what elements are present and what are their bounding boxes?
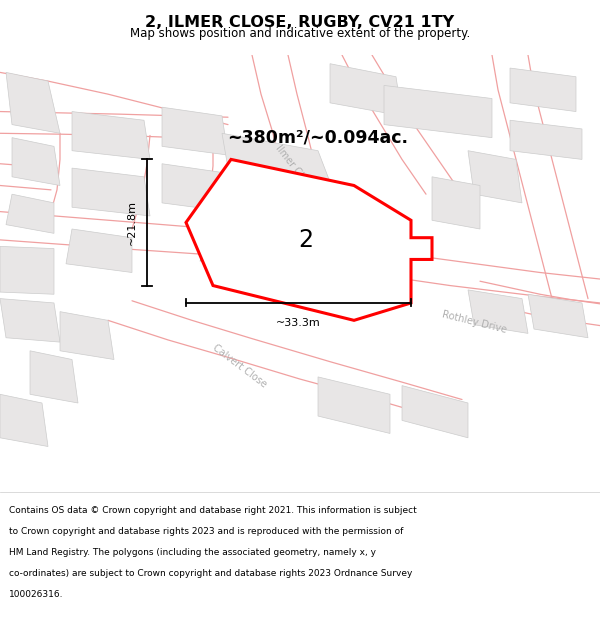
Polygon shape [60, 312, 114, 359]
Polygon shape [6, 194, 54, 233]
Polygon shape [0, 394, 48, 446]
Polygon shape [510, 120, 582, 159]
Polygon shape [0, 299, 60, 342]
Polygon shape [432, 177, 480, 229]
Text: ~380m²/~0.094ac.: ~380m²/~0.094ac. [227, 129, 409, 147]
Text: Calvert Close: Calvert Close [211, 342, 269, 389]
Text: 100026316.: 100026316. [9, 590, 64, 599]
Polygon shape [72, 168, 150, 216]
Polygon shape [186, 159, 432, 321]
Text: to Crown copyright and database rights 2023 and is reproduced with the permissio: to Crown copyright and database rights 2… [9, 527, 403, 536]
Text: Contains OS data © Crown copyright and database right 2021. This information is : Contains OS data © Crown copyright and d… [9, 506, 417, 515]
Polygon shape [510, 68, 576, 111]
Text: Rothley Drive: Rothley Drive [440, 309, 508, 336]
Polygon shape [468, 290, 528, 333]
Text: ~21.8m: ~21.8m [127, 200, 137, 245]
Polygon shape [12, 138, 60, 186]
Polygon shape [318, 377, 390, 434]
Polygon shape [6, 72, 60, 133]
Polygon shape [72, 111, 150, 159]
Text: Ilmer Close: Ilmer Close [273, 144, 315, 192]
Polygon shape [162, 164, 228, 212]
Polygon shape [528, 294, 588, 338]
Text: ~33.3m: ~33.3m [276, 318, 321, 328]
Polygon shape [162, 107, 228, 155]
Polygon shape [222, 133, 372, 272]
Polygon shape [30, 351, 78, 403]
Polygon shape [384, 86, 492, 138]
Text: Rothley Drive: Rothley Drive [197, 253, 265, 279]
Polygon shape [66, 229, 132, 272]
Text: 2: 2 [299, 228, 314, 252]
Polygon shape [402, 386, 468, 438]
Text: Map shows position and indicative extent of the property.: Map shows position and indicative extent… [130, 27, 470, 39]
Text: co-ordinates) are subject to Crown copyright and database rights 2023 Ordnance S: co-ordinates) are subject to Crown copyr… [9, 569, 412, 578]
Polygon shape [0, 246, 54, 294]
Text: HM Land Registry. The polygons (including the associated geometry, namely x, y: HM Land Registry. The polygons (includin… [9, 548, 376, 557]
Polygon shape [468, 151, 522, 203]
Text: 2, ILMER CLOSE, RUGBY, CV21 1TY: 2, ILMER CLOSE, RUGBY, CV21 1TY [145, 16, 455, 31]
Polygon shape [330, 64, 402, 116]
